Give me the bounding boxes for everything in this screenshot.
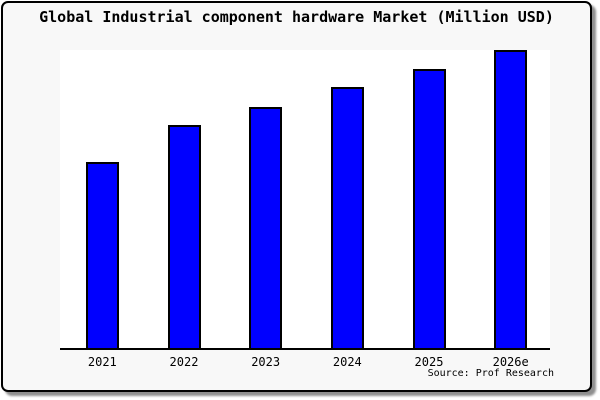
bar-2025 <box>412 69 446 348</box>
bar-2022 <box>167 125 201 348</box>
bar-2026e <box>494 50 528 348</box>
chart-frame: Global Industrial component hardware Mar… <box>1 1 592 392</box>
x-tick-label-2021: 2021 <box>87 355 117 369</box>
plot-area <box>60 50 550 350</box>
x-tick-label-2022: 2022 <box>169 355 199 369</box>
chart-title: Global Industrial component hardware Mar… <box>39 8 554 26</box>
source-credit: Source: Prof Research <box>427 368 554 379</box>
bar-2021 <box>85 162 119 348</box>
bar-2024 <box>330 87 364 348</box>
x-tick-label-2025: 2025 <box>414 355 444 369</box>
bar-2023 <box>249 107 283 348</box>
x-tick-label-2024: 2024 <box>332 355 362 369</box>
x-tick-label-2023: 2023 <box>251 355 281 369</box>
x-tick-label-2026e: 2026e <box>492 355 529 369</box>
